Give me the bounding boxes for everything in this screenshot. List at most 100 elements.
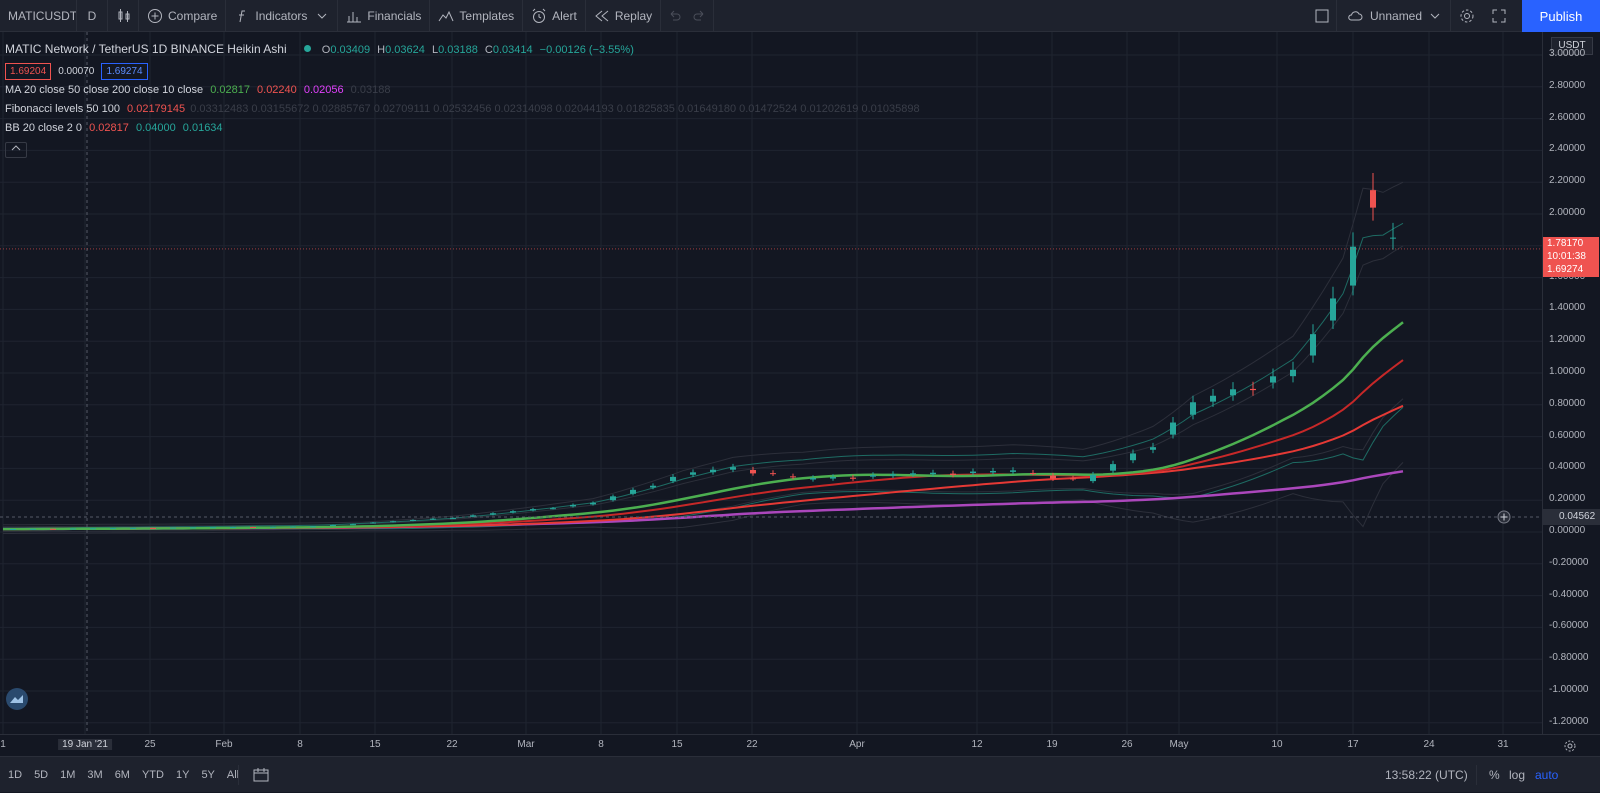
indicators-label: Indicators — [255, 8, 308, 23]
candle-body — [270, 526, 276, 528]
ask-chip[interactable]: 1.69274 — [101, 62, 148, 80]
alarm-clock-icon — [532, 8, 546, 23]
replay-button[interactable]: Replay — [586, 0, 660, 32]
time-tick-label: 15 — [671, 739, 683, 750]
candle-body — [850, 477, 856, 479]
gear-icon — [1460, 9, 1474, 23]
financials-button[interactable]: Financials — [338, 0, 429, 32]
redo-button[interactable] — [687, 0, 713, 32]
divider — [1476, 765, 1477, 785]
last-price-tag: 1.78170 — [1543, 237, 1599, 251]
divider — [584, 0, 586, 32]
candle-body — [970, 471, 976, 474]
symbol-search[interactable]: MATICUSDT — [8, 8, 78, 23]
bb-legend[interactable]: BB 20 close 2 0 0.02817 0.04000 0.01634 — [5, 119, 920, 138]
candle-body — [1030, 472, 1036, 474]
candle-body — [630, 489, 636, 494]
high-label: H — [377, 44, 386, 56]
time-tick-label: 19 — [1046, 739, 1058, 750]
goto-date-calendar-icon[interactable] — [253, 767, 269, 783]
ma-value-3: 0.02056 — [303, 84, 344, 96]
range-button-1d[interactable]: 1D — [8, 769, 23, 781]
ma-legend[interactable]: MA 20 close 50 close 200 close 10 close … — [5, 81, 920, 100]
time-tick-label: 19 Jan '21 — [58, 739, 112, 750]
undo-button[interactable] — [661, 0, 687, 32]
time-tick-label: 8 — [598, 739, 604, 750]
price-tick-label: -0.40000 — [1549, 588, 1589, 600]
time-tick-label: Mar — [517, 739, 535, 750]
fib-label: Fibonacci levels 50 100 — [5, 103, 120, 115]
change-value: −0.00126 (−3.55%) — [539, 44, 634, 56]
ma-value-1: 0.02817 — [210, 84, 250, 96]
chart-type-button[interactable] — [108, 0, 138, 32]
candle-body — [1290, 369, 1296, 377]
candle-body — [1050, 475, 1056, 479]
bid-chip[interactable]: 1.69204 — [5, 62, 52, 80]
collapse-legend-button[interactable] — [5, 142, 27, 158]
log-scale-toggle[interactable]: log — [1509, 768, 1526, 782]
candle-body — [150, 527, 156, 529]
candle-body — [790, 476, 796, 478]
publish-button[interactable]: Publish — [1522, 0, 1600, 32]
range-button-1y[interactable]: 1Y — [175, 769, 190, 781]
chart-pane[interactable] — [0, 32, 1542, 734]
price-tick-label: -1.00000 — [1549, 684, 1589, 695]
price-tick-label: -0.20000 — [1549, 556, 1589, 568]
indicators-button[interactable]: Indicators — [226, 0, 337, 32]
price-axis[interactable]: USDT 3.00000 2.80000 2.60000 2.40000 2.20000… — [1497, 32, 1600, 734]
range-button-5d[interactable]: 5D — [34, 769, 49, 781]
alert-label: Alert — [552, 8, 577, 23]
layout-name-button[interactable]: Unnamed — [1337, 0, 1450, 32]
price-chart[interactable] — [0, 32, 1542, 734]
candle-body — [710, 469, 716, 473]
range-button-1m[interactable]: 1M — [60, 769, 76, 781]
compare-button[interactable]: Compare — [139, 0, 225, 32]
open-value: 0.03409 — [330, 44, 371, 56]
candle-body — [650, 485, 656, 488]
add-alert-plus-icon[interactable] — [1497, 510, 1511, 524]
layout-square-button[interactable] — [1308, 0, 1336, 32]
settings-button[interactable] — [1451, 0, 1483, 32]
percent-scale-toggle[interactable]: % — [1489, 768, 1500, 782]
range-button-6m[interactable]: 6M — [114, 769, 130, 781]
price-tick-label: 0.40000 — [1549, 461, 1586, 473]
price-tick-label: 2.00000 — [1549, 207, 1586, 218]
range-button-all[interactable]: All — [226, 769, 240, 781]
price-tick-label: 1.00000 — [1549, 366, 1586, 377]
templates-button[interactable]: Templates — [430, 0, 522, 32]
candle-body — [1250, 388, 1256, 391]
interval-button[interactable]: D — [87, 8, 97, 23]
range-button-3m[interactable]: 3M — [87, 769, 103, 781]
candle-body — [410, 519, 416, 521]
price-tick-label: 1.40000 — [1549, 302, 1586, 314]
axis-settings-gear-icon[interactable] — [1563, 739, 1577, 753]
fullscreen-button[interactable] — [1483, 0, 1515, 32]
low-label: L — [431, 44, 439, 56]
time-axis[interactable]: 1 19 Jan '21 25 Feb 8 15 22 Mar 8 15 22 Apr 12 19 26 Ma… — [0, 734, 1600, 756]
candle-body — [510, 511, 516, 513]
time-tick-label: 10 — [1271, 739, 1283, 750]
candle-body — [470, 515, 476, 517]
alert-button[interactable]: Alert — [523, 0, 585, 32]
fib-legend[interactable]: Fibonacci levels 50 100 0.02179145 0.033… — [5, 100, 920, 119]
undo-icon — [670, 10, 681, 20]
divider — [225, 0, 227, 32]
utc-clock[interactable]: 13:58:22 (UTC) — [1385, 768, 1468, 782]
candle-body — [70, 528, 76, 530]
tradingview-logo[interactable] — [6, 688, 28, 710]
range-button-ytd[interactable]: YTD — [141, 769, 164, 781]
candle-body — [1350, 246, 1356, 286]
plus-circle-icon — [148, 8, 162, 23]
divider — [429, 0, 431, 32]
price-tick-label: 2.60000 — [1549, 111, 1586, 123]
candle-body — [1090, 474, 1096, 482]
auto-scale-toggle[interactable]: auto — [1535, 768, 1559, 782]
bb-label: BB 20 close 2 0 — [5, 122, 83, 134]
candle-body — [1130, 453, 1136, 461]
price-tick-label: 0.80000 — [1549, 397, 1586, 409]
price-tick-label: 2.80000 — [1549, 79, 1586, 91]
symbol-title[interactable]: MATIC Network / TetherUS 1D BINANCE Heik… — [5, 42, 287, 56]
range-button-5y[interactable]: 5Y — [201, 769, 215, 781]
time-tick-label: Feb — [215, 739, 233, 750]
candle-body — [1070, 478, 1076, 480]
